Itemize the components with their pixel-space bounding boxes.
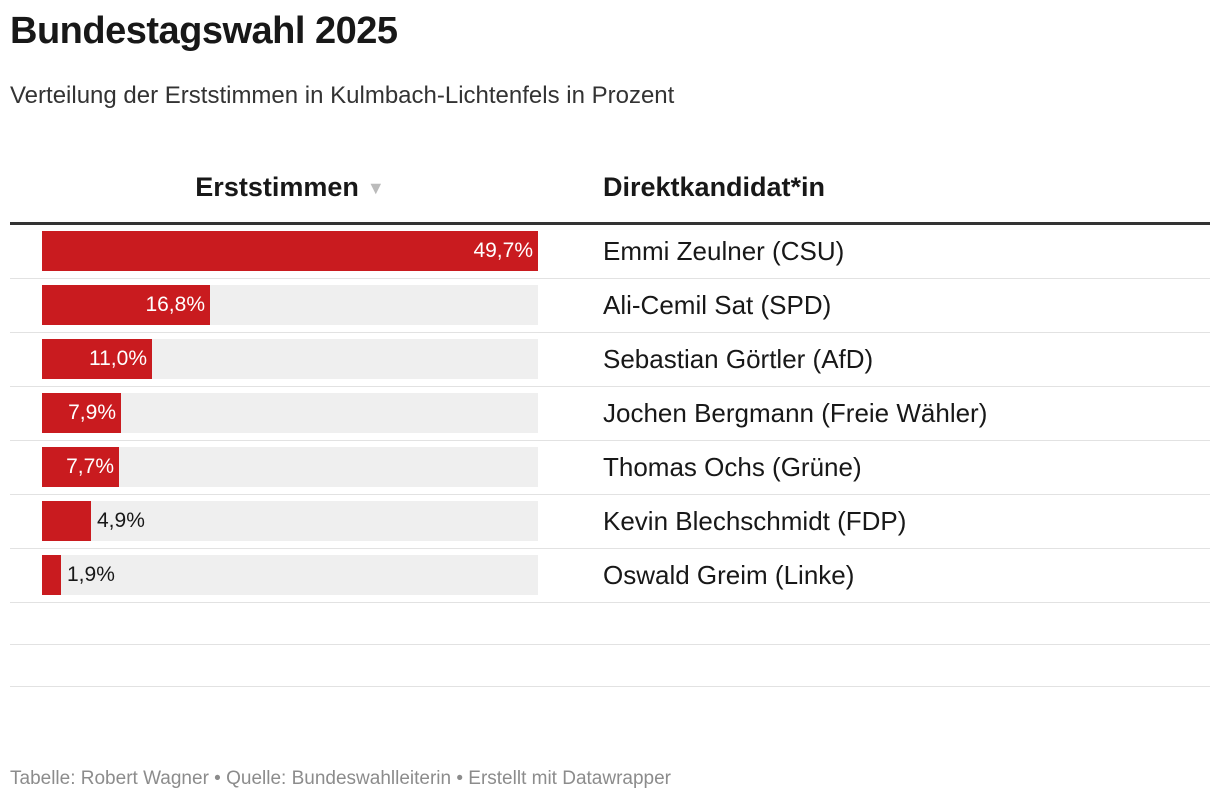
bar — [42, 555, 61, 595]
candidate-name: Ali-Cemil Sat (SPD) — [603, 290, 832, 320]
bar-value-label: 11,0% — [89, 347, 147, 370]
table-row: 1,9% Oswald Greim (Linke) — [10, 549, 1210, 603]
candidate-name: Emmi Zeulner (CSU) — [603, 236, 845, 266]
bar-track: 7,9% — [42, 393, 538, 433]
empty-table-row — [10, 645, 1210, 687]
bar-value-label: 49,7% — [473, 239, 533, 262]
bar-value-label: 7,9% — [68, 401, 116, 424]
bar-track: 49,7% — [42, 231, 538, 271]
candidate-name: Sebastian Görtler (AfD) — [603, 344, 874, 374]
empty-table-row — [10, 603, 1210, 645]
table-row: 7,9% Jochen Bergmann (Freie Wähler) — [10, 387, 1210, 441]
table-row: 16,8% Ali-Cemil Sat (SPD) — [10, 279, 1210, 333]
bar-value-label: 1,9% — [67, 563, 115, 586]
bar — [42, 501, 91, 541]
sort-descending-icon[interactable]: ▼ — [366, 178, 385, 199]
bar-track: 1,9% — [42, 555, 538, 595]
bar-value-label: 16,8% — [145, 293, 205, 316]
bar-value-label: 7,7% — [66, 455, 114, 478]
table-header: Erststimmen ▼ Direktkandidat*in — [10, 164, 1210, 225]
table-row: 11,0% Sebastian Görtler (AfD) — [10, 333, 1210, 387]
bar — [42, 339, 152, 379]
candidate-name: Jochen Bergmann (Freie Wähler) — [603, 398, 988, 428]
candidate-name: Thomas Ochs (Grüne) — [603, 452, 862, 482]
bar — [42, 231, 538, 271]
bar — [42, 285, 210, 325]
page-subtitle: Verteilung der Erststimmen in Kulmbach-L… — [10, 82, 675, 109]
bar — [42, 393, 121, 433]
bar-track: 16,8% — [42, 285, 538, 325]
table-row: 7,7% Thomas Ochs (Grüne) — [10, 441, 1210, 495]
table-row: 4,9% Kevin Blechschmidt (FDP) — [10, 495, 1210, 549]
bar-track: 11,0% — [42, 339, 538, 379]
table-body: 49,7% Emmi Zeulner (CSU) 16,8% Ali-Cemil Sa… — [10, 225, 1210, 687]
bar-value-label: 4,9% — [97, 509, 145, 532]
bar-track: 4,9% — [42, 501, 538, 541]
page-title: Bundestagswahl 2025 — [10, 10, 398, 52]
bar-track: 7,7% — [42, 447, 538, 487]
column-header-erststimmen-label: Erststimmen — [195, 172, 359, 202]
column-header-kandidat[interactable]: Direktkandidat*in — [603, 172, 826, 202]
footer-credits: Tabelle: Robert Wagner • Quelle: Bundesw… — [10, 768, 672, 789]
bar — [42, 447, 119, 487]
candidate-name: Oswald Greim (Linke) — [603, 560, 855, 590]
column-header-erststimmen[interactable]: Erststimmen ▼ — [10, 172, 570, 203]
table-row: 49,7% Emmi Zeulner (CSU) — [10, 225, 1210, 279]
candidate-name: Kevin Blechschmidt (FDP) — [603, 506, 907, 536]
